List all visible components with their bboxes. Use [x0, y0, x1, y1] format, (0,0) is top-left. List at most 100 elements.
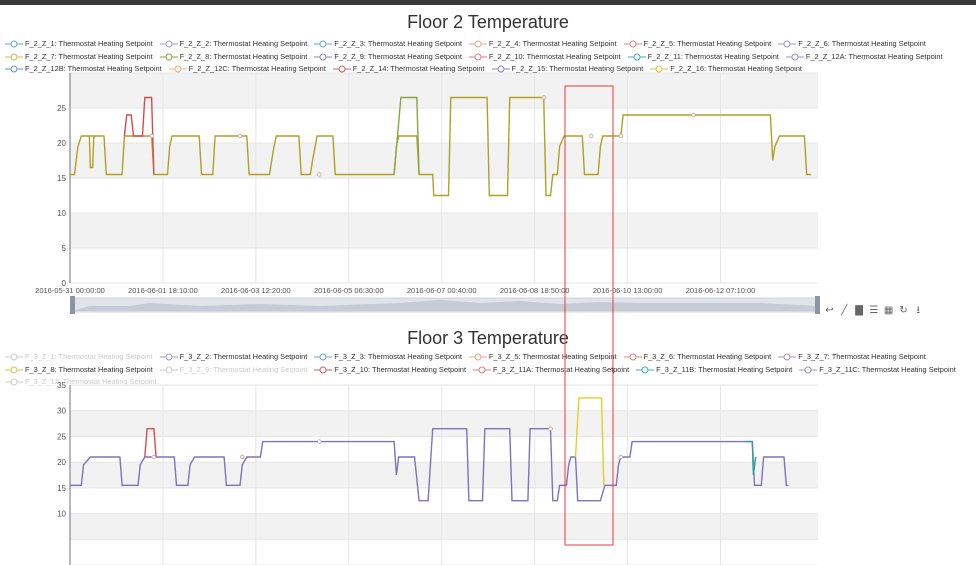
floor3-legend: F_3_Z_1: Thermostat Heating Setpoint F_3_…: [5, 351, 965, 389]
bar-chart-icon[interactable]: ▇: [855, 305, 863, 316]
floor2-legend-item[interactable]: F_2_Z_12A: Thermostat Heating Setpoint: [785, 51, 943, 64]
zoom-reset-icon[interactable]: ↩: [825, 305, 834, 316]
legend-label: F_2_Z_10: Thermostat Heating Setpoint: [488, 51, 621, 61]
legend-label: F_2_Z_3: Thermostat Heating Setpoint: [334, 39, 462, 48]
legend-line-circle-icon: [5, 65, 23, 73]
data-point[interactable]: [151, 454, 157, 460]
floor3-legend-item[interactable]: F_3_Z_6: Thermostat Heating Setpoint: [623, 351, 771, 364]
floor2-legend-item[interactable]: F_2_Z_10: Thermostat Heating Setpoint: [468, 51, 621, 64]
series-line[interactable]: [393, 96, 420, 175]
window-top-bar: [0, 0, 976, 5]
y-tick-label: 15: [57, 174, 66, 183]
data-zoom-shadow: [72, 300, 818, 311]
floor3-legend-item[interactable]: F_3_Z_9: Thermostat Heating Setpoint: [159, 364, 308, 377]
legend-line-circle-icon: [332, 65, 351, 73]
series-line[interactable]: [123, 96, 155, 175]
data-zoom-slider[interactable]: [70, 296, 820, 314]
legend-line-circle-icon: [468, 53, 487, 61]
legend-label: F_3_Z_2: Thermostat Heating Setpoint: [179, 352, 308, 361]
legend-line-circle-icon: [636, 366, 655, 374]
legend-label: F_3_Z_8: Thermostat Heating Setpoint: [25, 364, 153, 374]
grid-band: [70, 410, 818, 437]
legend-label: F_3_Z_9: Thermostat Heating Setpoint: [179, 364, 308, 374]
floor3-legend-item[interactable]: F_3_Z_3: Thermostat Heating Setpoint: [314, 351, 462, 364]
legend-line-circle-icon: [473, 366, 492, 374]
legend-label: F_2_Z_2: Thermostat Heating Setpoint: [179, 39, 308, 48]
floor2-legend-item[interactable]: F_2_Z_3: Thermostat Heating Setpoint: [314, 38, 462, 51]
legend-line-circle-icon: [168, 65, 187, 73]
legend-line-circle-icon: [468, 353, 487, 361]
series-line[interactable]: [70, 96, 812, 197]
floor2-legend-item[interactable]: F_2_Z_16: Thermostat Heating Setpoint: [650, 63, 802, 76]
series-line[interactable]: [88, 135, 95, 169]
floor3-legend-item[interactable]: F_3_Z_5: Thermostat Heating Setpoint: [468, 351, 617, 364]
floor3-legend-item[interactable]: F_3_Z_11B: Thermostat Heating Setpoint: [636, 364, 792, 377]
legend-label: F_2_Z_6: Thermostat Heating Setpoint: [798, 39, 926, 48]
y-tick-label: 0: [62, 279, 67, 288]
floor2-legend: F_2_Z_1: Thermostat Heating Setpoint F_2_…: [5, 38, 965, 76]
legend-line-circle-icon: [5, 366, 23, 374]
floor3-legend-item[interactable]: F_3_Z_12: Thermostat Heating Setpoint: [5, 376, 157, 389]
data-point[interactable]: [240, 454, 245, 460]
tiled-icon[interactable]: ▦: [883, 305, 894, 316]
legend-label: F_2_Z_12C: Thermostat Heating Setpoint: [188, 64, 326, 73]
line-chart-icon[interactable]: ╱: [841, 305, 848, 316]
floor2-legend-item[interactable]: F_2_Z_11: Thermostat Heating Setpoint: [627, 51, 779, 64]
series-line[interactable]: [574, 397, 605, 486]
floor3-legend-item[interactable]: F_3_Z_10: Thermostat Heating Setpoint: [314, 364, 466, 377]
legend-label: F_2_Z_11: Thermostat Heating Setpoint: [647, 51, 779, 61]
floor2-legend-item[interactable]: F_2_Z_12C: Thermostat Heating Setpoint: [168, 63, 326, 76]
data-zoom-left-handle[interactable]: [70, 296, 75, 314]
data-point[interactable]: [618, 133, 623, 139]
floor2-legend-item[interactable]: F_2_Z_2: Thermostat Heating Setpoint: [159, 38, 308, 51]
data-point[interactable]: [317, 172, 322, 177]
series-line[interactable]: [745, 440, 757, 476]
x-tick-label: 2016-05-31 00:00:00: [35, 286, 105, 295]
x-tick-label: 2016-06-10 13:00:00: [593, 286, 663, 295]
legend-label: F_3_Z_10: Thermostat Heating Setpoint: [334, 364, 467, 374]
data-point[interactable]: [237, 133, 243, 139]
floor3-legend-item[interactable]: F_3_Z_11C: Thermostat Heating Setpoint: [799, 364, 956, 377]
floor2-legend-item[interactable]: F_2_Z_7: Thermostat Heating Setpoint: [5, 51, 153, 64]
floor3-legend-item[interactable]: F_3_Z_2: Thermostat Heating Setpoint: [159, 351, 308, 364]
floor2-legend-item[interactable]: F_2_Z_5: Thermostat Heating Setpoint: [623, 38, 771, 51]
floor2-legend-item[interactable]: F_2_Z_6: Thermostat Heating Setpoint: [778, 38, 926, 51]
y-tick-label: 20: [57, 139, 66, 148]
refresh-icon[interactable]: ↻: [899, 305, 908, 316]
x-tick-label: 2016-06-01 18:10:00: [128, 286, 198, 295]
legend-line-circle-icon: [314, 53, 333, 61]
stack-icon[interactable]: ☰: [869, 305, 879, 316]
data-zoom-right-handle[interactable]: [815, 296, 820, 314]
floor2-legend-item[interactable]: F_2_Z_12B: Thermostat Heating Setpoint: [5, 63, 162, 76]
floor2-legend-item[interactable]: F_2_Z_8: Thermostat Heating Setpoint: [159, 51, 307, 64]
download-icon[interactable]: ⭳: [916, 305, 920, 316]
floor2-legend-item[interactable]: F_2_Z_9: Thermostat Heating Setpoint: [314, 51, 462, 64]
floor2-legend-item[interactable]: F_2_Z_14: Thermostat Heating Setpoint: [332, 63, 485, 76]
data-point[interactable]: [618, 454, 623, 460]
floor3-legend-item[interactable]: F_3_Z_8: Thermostat Heating Setpoint: [5, 364, 153, 377]
data-point[interactable]: [589, 133, 594, 139]
legend-line-circle-icon: [468, 40, 487, 48]
series-line[interactable]: [70, 428, 789, 502]
floor2-legend-item[interactable]: F_2_Z_4: Thermostat Heating Setpoint: [468, 38, 617, 51]
x-tick-label: 2016-06-07 00:40:00: [407, 286, 477, 295]
floor3-legend-item[interactable]: F_3_Z_1: Thermostat Heating Setpoint: [5, 351, 153, 364]
floor3-legend-item[interactable]: F_3_Z_11A: Thermostat Heating Setpoint: [473, 364, 629, 377]
floor2-legend-item[interactable]: F_2_Z_1: Thermostat Heating Setpoint: [5, 38, 153, 51]
legend-line-circle-icon: [159, 40, 178, 48]
legend-line-circle-icon: [159, 53, 178, 61]
data-point[interactable]: [149, 133, 154, 139]
legend-line-circle-icon: [314, 40, 333, 48]
floor2-legend-item[interactable]: F_2_Z_15: Thermostat Heating Setpoint: [491, 63, 643, 76]
legend-label: F_2_Z_14: Thermostat Heating Setpoint: [352, 64, 485, 73]
legend-label: F_3_Z_7: Thermostat Heating Setpoint: [798, 352, 926, 361]
data-point[interactable]: [691, 112, 696, 118]
data-point[interactable]: [548, 426, 553, 431]
floor3-legend-item[interactable]: F_3_Z_7: Thermostat Heating Setpoint: [778, 351, 926, 364]
data-point[interactable]: [317, 439, 322, 444]
data-point[interactable]: [541, 95, 546, 100]
series-line[interactable]: [144, 428, 157, 458]
legend-label: F_2_Z_16: Thermostat Heating Setpoint: [670, 64, 802, 73]
grid-band: [70, 73, 818, 108]
